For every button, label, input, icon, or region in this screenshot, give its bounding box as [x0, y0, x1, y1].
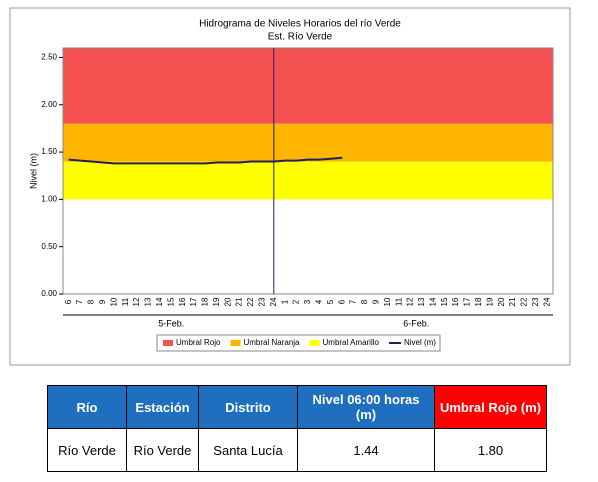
chart-title: Hidrograma de Niveles Horarios del río V…: [199, 19, 401, 30]
x-tick-label: 20: [223, 297, 232, 306]
x-tick-label: 9: [371, 299, 380, 304]
x-tick-label: 11: [394, 297, 403, 306]
x-tick-label: 20: [497, 297, 506, 306]
legend-swatch: [230, 340, 241, 346]
y-tick-label: 1.50: [41, 147, 57, 156]
x-tick-label: 19: [212, 297, 221, 306]
header-cell: Umbral Rojo (m): [434, 385, 547, 429]
plot-frame: [62, 47, 554, 295]
legend-label: Umbral Amarillo: [323, 338, 380, 347]
legend-label: Umbral Naranja: [243, 338, 300, 347]
threshold-band: [63, 123, 553, 162]
x-tick-label: 18: [201, 297, 210, 306]
threshold-band: [63, 48, 553, 124]
summary-table: Río Estación Distrito Nivel 06:00 horas …: [47, 385, 547, 472]
x-tick-label: 3: [303, 299, 312, 304]
day-label: 5-Feb.: [158, 318, 184, 328]
cell: Río Verde: [126, 428, 199, 472]
y-tick-label: 1.00: [41, 194, 57, 203]
x-tick-label: 22: [246, 297, 255, 306]
x-tick-label: 24: [542, 297, 551, 306]
x-tick-label: 9: [98, 299, 107, 304]
x-tick-label: 2: [292, 299, 301, 304]
day-label: 6-Feb.: [403, 318, 429, 328]
x-tick-label: 18: [474, 297, 483, 306]
cell: Santa Lucía: [198, 428, 298, 472]
y-tick-label: 0.50: [41, 242, 57, 251]
x-tick-label: 16: [451, 297, 460, 306]
x-tick-label: 7: [349, 299, 358, 304]
x-tick-label: 8: [360, 299, 369, 304]
x-tick-label: 4: [315, 299, 324, 304]
header-cell: Río: [47, 385, 127, 429]
x-tick-label: 19: [485, 297, 494, 306]
y-tick-label: 2.50: [41, 53, 57, 62]
x-tick-label: 14: [155, 297, 164, 306]
header-cell: Nivel 06:00 horas (m): [297, 385, 435, 429]
legend-frame: [156, 334, 441, 352]
x-tick-label: 1: [280, 299, 289, 304]
header-cell: Estación: [126, 385, 199, 429]
x-tick-label: 11: [121, 297, 130, 306]
legend-label: Nivel (m): [404, 338, 436, 347]
legend-label: Umbral Rojo: [176, 338, 221, 347]
x-tick-label: 10: [109, 297, 118, 306]
x-tick-label: 23: [258, 297, 267, 306]
x-tick-label: 16: [178, 297, 187, 306]
x-tick-label: 13: [144, 297, 153, 306]
legend-swatch: [309, 340, 320, 346]
x-tick-label: 23: [531, 297, 540, 306]
chart: Hidrograma de Niveles Horarios del río V…: [9, 7, 571, 366]
x-tick-label: 24: [269, 297, 278, 306]
x-tick-label: 17: [463, 297, 472, 306]
y-axis-label: Nivel (m): [28, 153, 38, 189]
x-tick-label: 12: [406, 297, 415, 306]
cell: 1.44: [297, 428, 435, 472]
x-tick-label: 6: [337, 299, 346, 304]
legend-swatch: [163, 340, 173, 346]
x-tick-label: 21: [508, 297, 517, 306]
x-tick-label: 6: [64, 299, 73, 304]
x-tick-label: 10: [383, 297, 392, 306]
cell: 1.80: [434, 428, 547, 472]
x-tick-label: 12: [132, 297, 141, 306]
x-tick-label: 5: [326, 299, 335, 304]
x-tick-label: 13: [417, 297, 426, 306]
y-tick-label: 2.00: [41, 100, 57, 109]
x-tick-label: 21: [235, 297, 244, 306]
x-tick-label: 17: [189, 297, 198, 306]
x-tick-label: 22: [520, 297, 529, 306]
x-tick-label: 15: [440, 297, 449, 306]
chart-subtitle: Est. Río Verde: [268, 32, 333, 43]
x-tick-label: 15: [166, 297, 175, 306]
x-tick-label: 14: [428, 297, 437, 306]
x-tick-label: 7: [75, 299, 84, 304]
cell: Río Verde: [47, 428, 127, 472]
level-line: [68, 156, 343, 165]
x-tick-label: 8: [87, 299, 96, 304]
header-cell: Distrito: [198, 385, 298, 429]
y-tick-label: 0.00: [41, 289, 57, 298]
threshold-band: [63, 161, 553, 200]
